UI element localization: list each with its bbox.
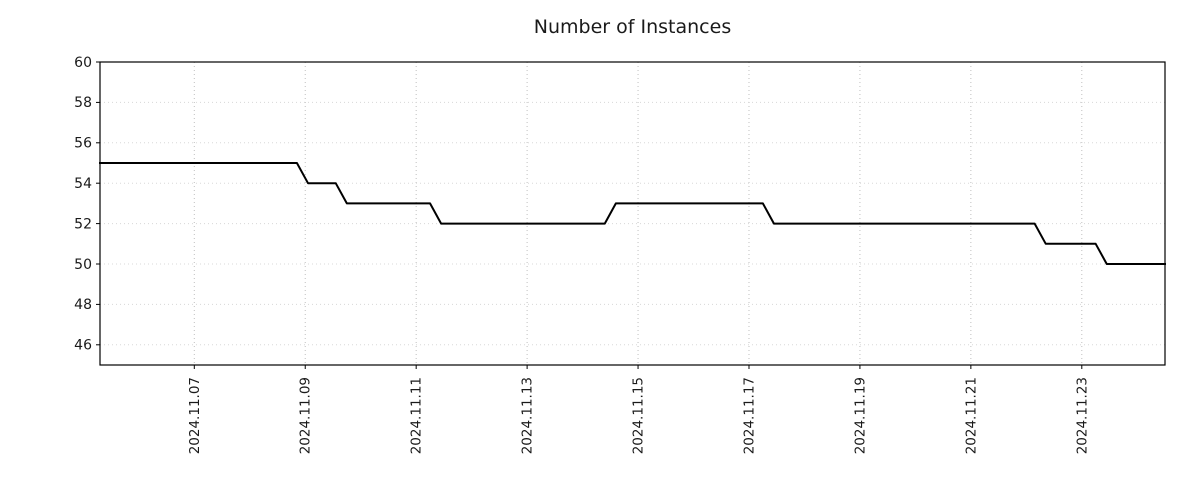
- x-tick-label: 2024.11.09: [298, 377, 314, 454]
- y-tick-label: 56: [74, 136, 92, 152]
- y-tick-label: 48: [74, 297, 92, 313]
- x-tick-label: 2024.11.13: [520, 377, 536, 454]
- y-tick-label: 58: [74, 95, 92, 111]
- y-tick-label: 60: [74, 55, 92, 71]
- x-tick-label: 2024.11.07: [187, 377, 203, 454]
- y-tick-label: 46: [74, 338, 92, 354]
- plot-border: [99, 61, 1166, 366]
- x-tick-label: 2024.11.17: [741, 377, 757, 454]
- x-tick-label: 2024.11.11: [409, 377, 425, 454]
- series-line: [99, 162, 1166, 265]
- x-tick-label: 2024.11.19: [852, 377, 868, 454]
- x-tick-label: 2024.11.23: [1074, 377, 1090, 454]
- y-tick-label: 50: [74, 257, 92, 273]
- y-tick-label: 52: [74, 216, 92, 232]
- chart-title: Number of Instances: [533, 16, 732, 38]
- y-tick-label: 54: [74, 176, 92, 192]
- x-tick-label: 2024.11.15: [631, 377, 647, 454]
- x-tick-label: 2024.11.21: [963, 377, 979, 454]
